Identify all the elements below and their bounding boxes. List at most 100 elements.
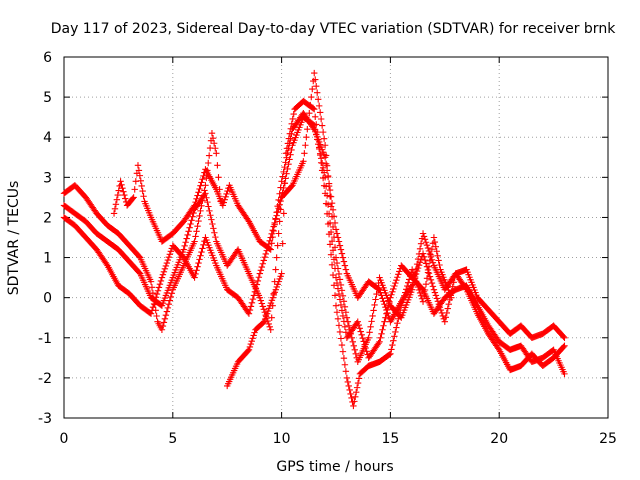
data-point — [369, 312, 376, 320]
data-point — [448, 294, 455, 301]
x-tick-label: 20 — [490, 431, 508, 447]
data-point — [331, 244, 339, 251]
data-point — [404, 282, 411, 290]
data-point — [319, 128, 327, 136]
data-point — [195, 217, 202, 225]
data-point — [167, 293, 175, 301]
data-point — [412, 278, 420, 285]
data-point — [155, 284, 163, 291]
y-tick-label: 6 — [43, 50, 52, 66]
data-point — [378, 292, 385, 299]
data-point — [329, 206, 337, 213]
data-point — [427, 276, 435, 283]
y-tick-label: 3 — [43, 170, 52, 186]
data-point — [111, 205, 119, 213]
data-point — [199, 245, 206, 252]
data-point — [351, 398, 358, 405]
data-point — [334, 234, 342, 241]
data-point — [337, 301, 345, 309]
data-point — [321, 190, 329, 197]
data-point — [147, 310, 155, 317]
data-point — [410, 272, 418, 279]
data-point — [422, 260, 430, 267]
data-point — [267, 246, 274, 253]
data-point — [350, 342, 358, 349]
data-point — [345, 322, 353, 329]
data-point — [356, 325, 363, 332]
data-point — [268, 240, 275, 247]
data-point — [390, 337, 397, 344]
data-point — [160, 319, 168, 326]
data-point — [311, 105, 318, 113]
data-point — [275, 196, 282, 204]
data-point — [195, 189, 202, 196]
data-point — [409, 269, 417, 276]
data-point — [417, 240, 425, 247]
data-point — [319, 174, 327, 182]
data-point — [208, 130, 216, 137]
data-point — [194, 222, 201, 230]
data-point — [315, 144, 323, 151]
data-point — [272, 215, 279, 222]
data-point — [187, 220, 194, 228]
data-point — [131, 186, 138, 193]
data-point — [148, 284, 156, 291]
data-point — [422, 239, 430, 246]
data-point — [188, 217, 195, 224]
data-point — [316, 151, 324, 159]
data-point — [325, 231, 333, 238]
data-point — [353, 389, 360, 396]
data-point — [394, 274, 401, 281]
data-point — [289, 115, 296, 123]
data-point — [423, 241, 431, 249]
data-point — [397, 306, 404, 314]
data-point — [266, 323, 273, 331]
data-point — [277, 184, 284, 191]
x-tick-label: 0 — [60, 431, 69, 447]
data-point — [381, 318, 388, 325]
data-point — [259, 260, 267, 267]
data-point — [429, 283, 437, 290]
data-point — [164, 304, 172, 312]
data-point — [396, 268, 403, 275]
data-point — [449, 283, 456, 290]
data-point — [320, 182, 328, 189]
data-point — [151, 297, 159, 304]
data-point — [425, 270, 433, 277]
data-point — [212, 145, 219, 152]
data-point — [352, 350, 359, 358]
data-point — [419, 230, 427, 237]
data-point — [333, 309, 341, 316]
data-point — [392, 328, 399, 336]
data-point — [372, 296, 379, 303]
data-point — [561, 334, 568, 341]
data-point — [354, 318, 361, 325]
data-point — [244, 347, 252, 355]
data-point — [375, 285, 382, 293]
data-point — [150, 300, 158, 308]
data-point — [254, 277, 262, 285]
data-point — [253, 281, 261, 288]
data-point — [273, 209, 280, 216]
data-point — [288, 183, 295, 190]
data-point — [282, 150, 290, 157]
data-point — [135, 253, 143, 260]
data-point — [398, 302, 405, 309]
data-point — [195, 259, 202, 267]
data-point — [273, 254, 280, 261]
data-point — [338, 250, 346, 257]
data-point — [114, 191, 121, 199]
data-point — [365, 334, 372, 341]
data-point — [135, 269, 143, 276]
data-point — [245, 346, 253, 354]
data-point — [314, 89, 321, 96]
data-point — [149, 303, 157, 311]
data-point — [284, 140, 292, 147]
data-point — [281, 180, 289, 187]
data-point — [332, 302, 340, 309]
data-point — [401, 292, 408, 300]
y-axis-label: SDTVAR / TECUs — [6, 181, 22, 296]
data-point — [350, 402, 357, 410]
data-point — [366, 329, 373, 336]
data-point — [348, 394, 355, 402]
